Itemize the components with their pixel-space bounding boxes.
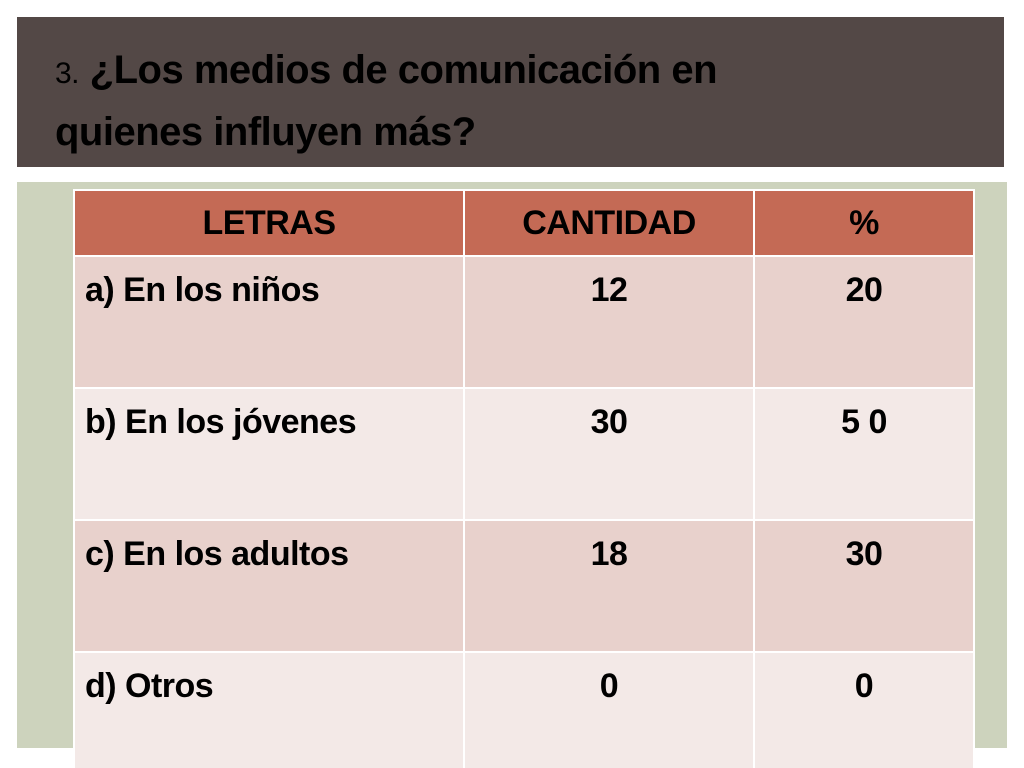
row-porcentaje: 0 [753, 651, 975, 768]
row-cantidad: 18 [463, 519, 755, 653]
row-label: d) Otros [73, 651, 465, 768]
slide-title: 3. ¿Los medios de comunicación en quienes… [55, 41, 1004, 161]
table-header-row: LETRAS CANTIDAD % [73, 189, 975, 257]
title-number: 3. [55, 57, 80, 90]
row-cantidad: 0 [463, 651, 755, 768]
row-label: c) En los adultos [73, 519, 465, 653]
row-porcentaje: 20 [753, 255, 975, 389]
table-row: a) En los niños 12 20 [73, 255, 975, 389]
title-line-2: quienes influyen más? [55, 110, 476, 154]
table-row: c) En los adultos 18 30 [73, 519, 975, 653]
header-porcentaje: % [753, 189, 975, 257]
table-row: d) Otros 0 0 [73, 651, 975, 768]
row-porcentaje: 5 0 [753, 387, 975, 521]
row-cantidad: 30 [463, 387, 755, 521]
row-label: a) En los niños [73, 255, 465, 389]
row-cantidad: 12 [463, 255, 755, 389]
row-porcentaje: 30 [753, 519, 975, 653]
table-row: b) En los jóvenes 30 5 0 [73, 387, 975, 521]
header-cantidad: CANTIDAD [463, 189, 755, 257]
slide-title-bar: 3. ¿Los medios de comunicación en quienes… [17, 17, 1004, 167]
row-label: b) En los jóvenes [73, 387, 465, 521]
header-letras: LETRAS [73, 189, 465, 257]
results-table: LETRAS CANTIDAD % a) En los niños 12 20 … [73, 189, 975, 768]
title-line-1: ¿Los medios de comunicación en [89, 48, 718, 92]
